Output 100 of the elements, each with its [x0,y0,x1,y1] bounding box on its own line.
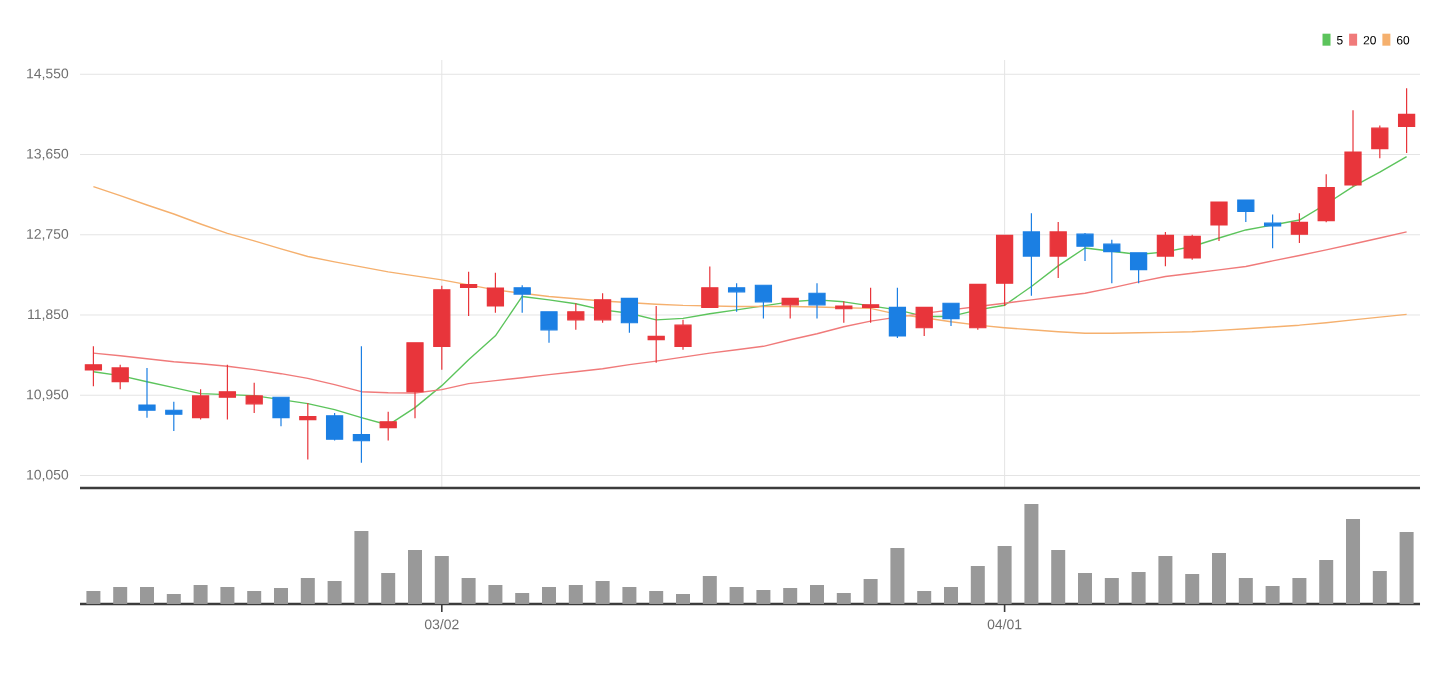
line-series [92,231,1408,394]
bar [1319,560,1334,604]
candlestick [674,319,692,351]
bar [622,587,637,604]
candlestick [325,412,344,442]
candlestick [647,305,665,364]
bar [1158,556,1173,604]
candlestick [835,300,853,324]
bar [890,548,905,604]
candlestick [701,265,719,308]
candlestick [1317,173,1335,223]
candlestick [406,342,424,419]
candlestick [1290,212,1309,244]
bar [1024,504,1039,604]
candlestick [352,345,371,464]
candlestick [433,285,451,371]
bar [193,585,208,604]
bar [783,588,798,604]
candlestick [1076,232,1094,262]
candlestick [1103,239,1121,284]
bar [810,585,825,604]
bar [836,593,851,604]
candlestick [84,345,103,387]
bar [515,593,530,604]
candlestick [1263,213,1282,249]
candlestick [942,302,960,327]
bar [86,591,101,604]
bar [542,587,557,604]
candlestick [1210,201,1228,242]
bar [649,591,664,604]
candlestick [299,402,317,461]
candlestick [540,311,558,344]
bar [1346,519,1361,604]
candlestick [1183,234,1201,261]
candlestick [888,287,907,339]
bar [568,585,583,604]
bar [970,566,985,604]
line-series [92,155,1408,426]
candlestick [593,292,612,324]
candlestick [138,367,156,419]
bar [1104,578,1119,604]
bar [702,576,717,604]
candlestick [1237,199,1255,223]
bar [408,550,423,604]
candlestick [379,411,397,442]
candlestick [1022,212,1041,297]
candlestick [191,388,210,421]
candlestick [995,234,1014,307]
bar [729,587,744,604]
candlestick [272,396,290,427]
bar [1238,578,1253,604]
bar [274,588,288,604]
candlestick [915,306,933,337]
bar [1078,573,1093,604]
bar [676,594,691,604]
bar [1212,553,1227,604]
bar [166,594,181,604]
bar [381,573,396,604]
candlestick [969,283,987,331]
bar [595,581,610,604]
candlestick [727,282,746,313]
candlestick [1129,252,1148,284]
bar [140,587,154,604]
candlestick [513,284,531,314]
candlestick [1344,109,1362,188]
candlestick [1156,231,1175,267]
bar [1131,572,1146,604]
bar [997,546,1012,604]
bar [354,531,369,604]
bar [113,587,128,604]
candlestick [459,271,478,317]
candlestick [486,272,505,314]
bar [220,587,235,604]
candlestick [1371,124,1389,159]
bar [944,587,959,604]
bar [434,556,449,604]
candlestick [754,284,773,320]
bar [1292,578,1307,604]
candlestick [1397,87,1416,154]
candlestick [218,364,237,421]
bar [461,578,476,604]
candlestick [111,364,129,390]
candlestick [861,287,880,324]
bar [1265,586,1280,604]
candlestick [165,401,183,432]
bar [488,585,503,604]
bar [300,578,315,604]
bar [247,591,262,604]
bar [327,581,342,604]
candlestick [781,297,799,320]
bar [1399,532,1414,604]
bar [1372,571,1387,604]
bar [1185,574,1200,604]
bar [863,579,878,604]
bar [1051,550,1066,604]
candlestick [620,297,639,334]
candlestick [808,282,826,320]
bar [756,590,771,604]
bar [917,591,932,604]
candlestick [245,382,263,414]
